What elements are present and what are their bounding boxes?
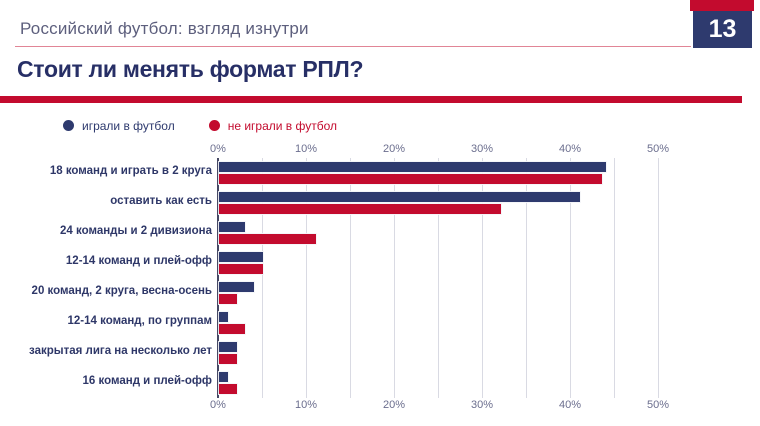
- bar-played: [219, 342, 237, 352]
- legend-dot-played-icon: [63, 120, 74, 131]
- legend-item-not-played: не играли в футбол: [208, 118, 338, 133]
- category-label: оставить как есть: [110, 195, 212, 207]
- x-tick-label-top: 10%: [294, 143, 318, 155]
- slide-header-text: Российский футбол: взгляд изнутри: [20, 19, 309, 38]
- bar-played: [219, 222, 246, 232]
- x-tick-label-bottom: 10%: [294, 399, 318, 411]
- bar-not-played: [219, 234, 316, 244]
- bar-not-played: [219, 324, 246, 334]
- category-label: 16 команд и плей-офф: [82, 375, 212, 387]
- slide-title: Стоит ли менять формат РПЛ?: [17, 56, 364, 82]
- gridline: [570, 158, 571, 398]
- x-tick-label-bottom: 20%: [382, 399, 406, 411]
- bar-played: [219, 252, 263, 262]
- gridline: [526, 158, 527, 398]
- x-tick-label-top: 40%: [558, 143, 582, 155]
- bar-played: [219, 372, 228, 382]
- gridline: [306, 158, 307, 398]
- category-label: 18 команд и играть в 2 круга: [49, 165, 212, 177]
- category-label: 12-14 команд и плей-офф: [65, 255, 212, 267]
- bar-not-played: [219, 384, 237, 394]
- gridline: [262, 158, 263, 398]
- chart-legend: играли в футбол не играли в футбол: [63, 118, 337, 133]
- gridline: [438, 158, 439, 398]
- legend-label-played: играли в футбол: [82, 118, 175, 133]
- bar-played: [219, 312, 228, 322]
- x-tick-label-bottom: 0%: [210, 399, 226, 411]
- x-tick-label-bottom: 50%: [646, 399, 670, 411]
- category-label: 12-14 команд, по группам: [67, 315, 213, 327]
- gridline: [614, 158, 615, 398]
- x-tick-label-top: 20%: [382, 143, 406, 155]
- legend-label-not-played: не играли в футбол: [227, 118, 338, 133]
- gridline: [658, 158, 659, 398]
- bar-played: [219, 192, 580, 202]
- category-label: закрытая лига на несколько лет: [29, 345, 212, 357]
- title-divider: [0, 96, 742, 103]
- bar-played: [219, 162, 607, 172]
- bar-not-played: [219, 354, 237, 364]
- gridline: [394, 158, 395, 398]
- page-number-accent: [690, 0, 754, 11]
- gridline: [482, 158, 483, 398]
- x-tick-label-top: 0%: [210, 143, 226, 155]
- y-axis-line: [217, 158, 219, 398]
- category-label: 24 команды и 2 дивизиона: [60, 225, 212, 237]
- bar-not-played: [219, 204, 501, 214]
- category-label: 20 команд, 2 круга, весна-осень: [31, 285, 212, 297]
- bar-not-played: [219, 264, 263, 274]
- header-underline: [15, 46, 691, 47]
- bar-played: [219, 282, 255, 292]
- x-tick-label-top: 50%: [646, 143, 670, 155]
- bar-not-played: [219, 174, 602, 184]
- legend-dot-not-played-icon: [208, 120, 220, 131]
- page-number: 13: [693, 11, 752, 48]
- legend-item-played: играли в футбол: [63, 119, 175, 133]
- bar-not-played: [219, 294, 237, 304]
- x-tick-label-bottom: 30%: [470, 399, 494, 411]
- x-tick-label-top: 30%: [470, 143, 494, 155]
- x-tick-label-bottom: 40%: [558, 399, 582, 411]
- gridline: [350, 158, 351, 398]
